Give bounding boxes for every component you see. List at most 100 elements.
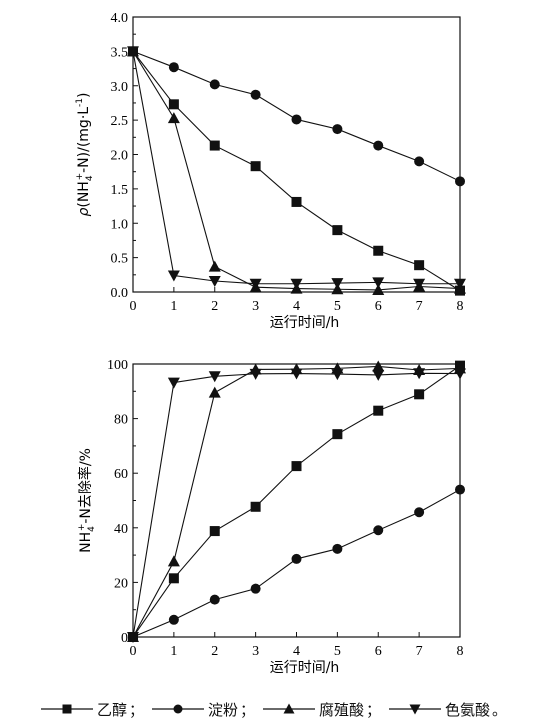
data-point-triangle-up — [372, 283, 385, 295]
data-point-circle — [332, 124, 343, 135]
y-tick-label: 3.0 — [111, 80, 129, 95]
data-point-square — [414, 389, 425, 400]
y-tick-label: 100 — [107, 358, 128, 373]
x-tick-label: 6 — [375, 644, 382, 659]
data-point-circle — [168, 614, 179, 625]
data-point-triangle-up — [208, 260, 221, 272]
data-point-triangle-up — [372, 360, 385, 372]
data-point-circle — [250, 89, 261, 100]
legend-item: 乙醇； — [39, 699, 144, 720]
data-point-circle — [414, 507, 425, 518]
data-point-square — [168, 573, 179, 584]
legend-separator: ； — [366, 700, 382, 719]
y-tick-label: 2.0 — [111, 149, 129, 164]
x-tick-label: 0 — [130, 644, 137, 659]
y-tick-label: 0.5 — [111, 252, 129, 267]
data-point-triangle-down — [208, 371, 221, 383]
legend-swatch-triangle-up — [263, 703, 315, 714]
data-point-triangle-down — [127, 632, 139, 643]
legend-item: 腐殖酸； — [261, 699, 381, 720]
data-point-circle — [168, 62, 179, 73]
data-point-triangle-down — [413, 278, 426, 290]
legend-separator: ； — [239, 700, 255, 719]
x-tick-label: 7 — [416, 299, 423, 314]
x-tick-label: 0 — [130, 299, 137, 314]
data-point-square — [209, 140, 220, 151]
data-point-triangle-down — [413, 368, 426, 380]
data-point-circle — [373, 140, 384, 151]
y-tick-label: 0 — [121, 631, 128, 646]
plot-frame — [132, 16, 461, 293]
data-point-square — [414, 260, 425, 271]
x-axis-label: 运行时间/h — [270, 660, 340, 676]
y-tick-label: 3.5 — [111, 45, 129, 60]
x-tick-label: 2 — [211, 299, 218, 314]
data-point-triangle-down — [454, 278, 466, 290]
data-point-square — [291, 196, 302, 207]
data-point-triangle-down — [167, 270, 180, 282]
top-chart-ammonia-concentration: 0 1 2 3 4 5 6 7 8 0.0 0.5 1.0 1.5 2.0 2.5 3.0 3.5 4.0 运行时间… — [75, 11, 466, 331]
data-point-square — [332, 429, 343, 440]
legend-label: 色氨酸 — [445, 700, 491, 719]
data-point-triangle-down — [290, 278, 303, 290]
y-tick-label: 60 — [114, 467, 128, 482]
legend-swatch-circle — [151, 704, 204, 714]
y-tick-label: 20 — [114, 576, 128, 591]
legend-separator: ； — [128, 700, 144, 719]
data-point-circle — [291, 553, 302, 564]
series-triangle-down — [127, 368, 466, 643]
series-triangle-up — [127, 45, 466, 295]
legend-label: 乙醇 — [96, 700, 127, 719]
data-point-square — [209, 526, 220, 537]
data-point-square — [250, 501, 261, 512]
series-circle — [128, 46, 465, 187]
x-tick-label: 8 — [457, 644, 464, 659]
data-point-triangle-down — [331, 369, 344, 381]
y-tick-label: 80 — [114, 413, 128, 428]
data-point-circle — [455, 176, 465, 187]
legend-swatch-square — [40, 704, 93, 714]
data-point-triangle-down — [249, 278, 262, 290]
series-line — [132, 372, 461, 638]
legend-marker-square — [62, 704, 72, 714]
data-point-triangle-up — [167, 555, 180, 567]
data-point-triangle-down — [167, 377, 180, 389]
legend-marker-triangle-up — [283, 703, 295, 714]
data-point-circle — [455, 484, 465, 495]
data-point-triangle-down — [249, 368, 262, 380]
data-point-triangle-down — [454, 368, 466, 380]
x-tick-label: 8 — [457, 299, 464, 314]
x-tick-label: 5 — [334, 644, 341, 659]
series-triangle-down — [127, 46, 466, 290]
x-axis-label: 运行时间/h — [270, 315, 340, 331]
data-point-triangle-down — [290, 368, 303, 380]
data-point-circle — [414, 156, 425, 167]
y-tick-label: 0.0 — [111, 286, 129, 301]
series-line — [132, 51, 460, 285]
data-point-triangle-down — [372, 277, 385, 289]
data-point-square — [373, 245, 384, 256]
data-point-square — [373, 405, 384, 416]
x-tick-label: 4 — [293, 299, 300, 314]
legend-separator: 。 — [492, 700, 508, 719]
x-tick-label: 2 — [211, 644, 218, 659]
legend-item: 色氨酸。 — [387, 699, 507, 720]
legend: 乙醇；淀粉；腐殖酸；色氨酸。 — [0, 695, 546, 723]
x-tick-label: 7 — [416, 644, 423, 659]
y-tick-label: 4.0 — [111, 11, 129, 26]
series-line — [132, 365, 461, 638]
y-tick-label: 1.0 — [111, 217, 129, 232]
series-line — [132, 51, 461, 292]
legend-item: 淀粉； — [150, 699, 255, 720]
x-tick-label: 6 — [375, 299, 382, 314]
series-square — [128, 360, 465, 642]
legend-swatch-triangle-down — [389, 704, 442, 715]
legend-label: 腐殖酸 — [319, 700, 365, 719]
series-line — [132, 365, 461, 638]
data-point-triangle-up — [208, 386, 221, 398]
data-point-square — [291, 461, 302, 472]
data-point-square — [332, 225, 343, 236]
series-triangle-up — [127, 360, 466, 642]
